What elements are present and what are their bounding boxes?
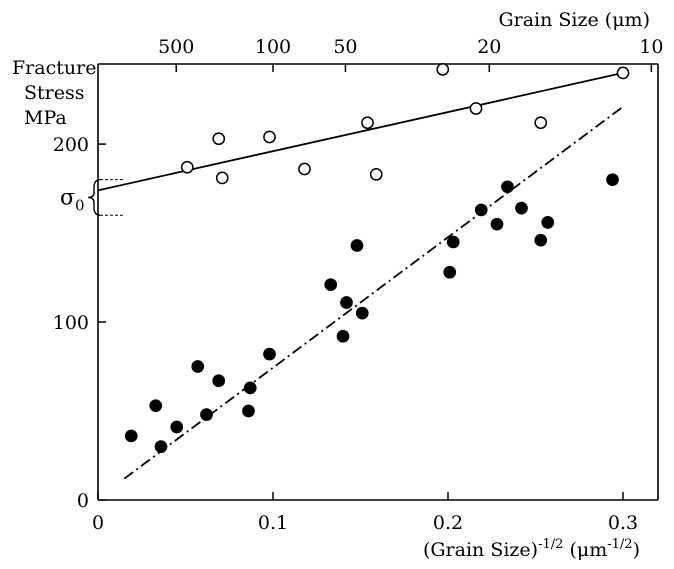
x-tick-label: 0.3 bbox=[608, 512, 638, 534]
filled-data-point bbox=[501, 180, 514, 194]
sigma-zero-annotation: σ0 bbox=[60, 178, 124, 216]
filled-data-point bbox=[324, 278, 338, 292]
filled-data-point bbox=[191, 360, 205, 373]
filled-data-point bbox=[170, 420, 184, 434]
filled-data-point bbox=[515, 201, 528, 215]
y-tick-label: 200 bbox=[53, 134, 89, 156]
fit-line-1 bbox=[97, 72, 624, 192]
filled-data-point bbox=[263, 347, 276, 361]
x-axis-title-unit: (μm bbox=[563, 539, 607, 561]
open-data-point bbox=[534, 116, 548, 130]
open-data-point bbox=[215, 171, 229, 185]
filled-data-point bbox=[243, 381, 257, 395]
top-axis-title: Grain Size (μm) bbox=[498, 9, 650, 31]
filled-data-point bbox=[541, 216, 555, 229]
filled-data-point bbox=[490, 217, 504, 231]
filled-data-point bbox=[124, 429, 138, 443]
sigma-symbol: σ bbox=[60, 185, 75, 210]
filled-data-point bbox=[443, 265, 457, 279]
x-tick-label: 0.2 bbox=[433, 512, 463, 534]
x-axis-title-base: (Grain Size) bbox=[423, 539, 538, 561]
sigma-subscript: 0 bbox=[75, 196, 85, 214]
top-tick-label: 50 bbox=[333, 36, 357, 58]
filled-data-point bbox=[474, 203, 488, 217]
x-tick-label: 0.1 bbox=[258, 512, 288, 534]
open-data-point bbox=[298, 162, 311, 176]
y-tick-label: 100 bbox=[53, 312, 89, 334]
sigma-label: σ0 bbox=[60, 185, 85, 214]
fit-lines bbox=[97, 72, 624, 480]
y-tick-label: 0 bbox=[77, 490, 89, 512]
open-data-point bbox=[616, 66, 630, 80]
fit-line-2 bbox=[123, 105, 624, 480]
filled-data-point bbox=[350, 239, 364, 252]
top-tick-label: 500 bbox=[158, 36, 194, 58]
filled-data-point bbox=[534, 233, 548, 247]
y-axis-title-line-1: Fracture bbox=[12, 57, 96, 79]
x-axis-title-close: ) bbox=[633, 539, 640, 561]
x-axis-title-exponent: -1/2 bbox=[538, 537, 563, 552]
data-points bbox=[124, 62, 630, 453]
filled-data-point bbox=[212, 374, 226, 388]
filled-data-point bbox=[200, 408, 213, 421]
open-data-point bbox=[361, 116, 374, 130]
x-axis-title: (Grain Size)-1/2 (μm-1/2) bbox=[423, 537, 640, 561]
open-data-point bbox=[212, 132, 226, 146]
top-tick-label: 20 bbox=[477, 36, 501, 58]
open-data-point bbox=[263, 130, 276, 144]
filled-data-point bbox=[340, 296, 353, 309]
x-tick-label: 0 bbox=[92, 512, 104, 534]
filled-data-point bbox=[446, 235, 460, 249]
x-axis-title-unit-exponent: -1/2 bbox=[607, 537, 632, 552]
open-data-point bbox=[180, 160, 194, 174]
open-data-point bbox=[369, 167, 383, 181]
filled-data-point bbox=[242, 404, 255, 418]
filled-data-point bbox=[149, 399, 163, 413]
filled-data-point bbox=[154, 440, 168, 453]
y-axis-title-line-3: MPa bbox=[24, 107, 67, 129]
filled-data-point bbox=[355, 306, 369, 320]
axis-ticks: 0 0.1 0.2 0.3 0 100 200 500 100 50 20 10 bbox=[53, 36, 664, 534]
sigma-brace bbox=[87, 178, 101, 216]
open-data-point bbox=[469, 102, 483, 115]
filled-data-point bbox=[606, 173, 619, 187]
top-tick-label: 100 bbox=[255, 36, 291, 58]
filled-data-point bbox=[336, 329, 350, 343]
open-data-point bbox=[436, 62, 450, 76]
y-axis-title-line-2: Stress bbox=[24, 82, 84, 104]
top-tick-label: 10 bbox=[639, 36, 663, 58]
